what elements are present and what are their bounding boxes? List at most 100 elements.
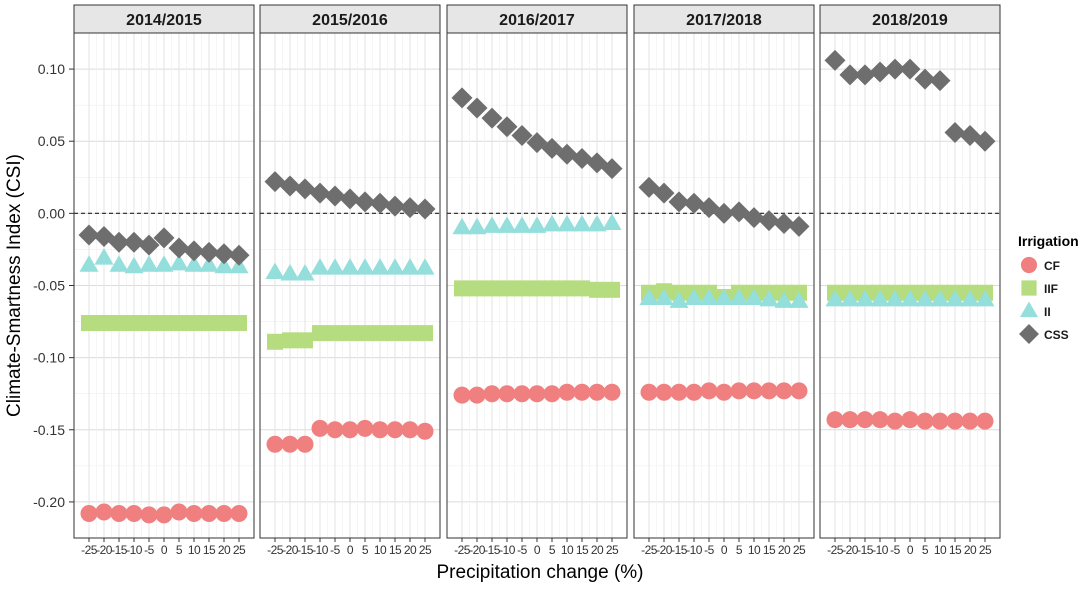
data-point-cf [916, 412, 934, 430]
data-point-css [496, 116, 518, 138]
x-tick-label: 0 [347, 543, 354, 557]
data-point-cf [513, 385, 531, 403]
data-point-css [556, 143, 578, 165]
y-tick-label: 0.10 [38, 61, 65, 77]
data-point-cf [483, 385, 501, 403]
legend-key-cf [1020, 256, 1038, 274]
data-point-css [884, 58, 906, 80]
x-tick-label: -15 [484, 543, 501, 557]
data-point-css [183, 240, 205, 262]
data-point-cf [296, 435, 314, 453]
data-point-ii [587, 214, 607, 232]
facet-title: 2017/2018 [686, 12, 762, 29]
x-tick-label: 20 [218, 543, 231, 557]
data-point-ii [325, 258, 345, 275]
x-tick-label: -25 [454, 543, 471, 557]
data-point-ii [169, 253, 189, 271]
x-tick-label: -15 [857, 543, 874, 557]
x-tick-label: -5 [330, 543, 340, 557]
data-point-iif [357, 325, 373, 342]
data-point-iif [297, 332, 313, 349]
legend-label-css: CSS [1044, 328, 1069, 342]
data-point-cf [588, 383, 606, 401]
x-tick-label: 0 [161, 543, 168, 557]
data-point-iif [514, 280, 530, 297]
data-point-iif [402, 325, 418, 342]
data-point-cf [281, 435, 299, 453]
data-point-ii [214, 256, 234, 274]
x-tick-label: -5 [890, 543, 900, 557]
data-point-ii [654, 288, 674, 305]
legend-label-cf: CF [1044, 259, 1060, 273]
data-point-cf [760, 382, 778, 400]
data-point-iif [156, 315, 172, 332]
data-point-cf [468, 386, 486, 404]
legend-key-iif [1021, 280, 1037, 296]
data-point-cf [356, 419, 374, 437]
y-tick-label: -0.20 [33, 494, 65, 510]
data-point-cf [946, 412, 964, 430]
data-point-cf [386, 421, 404, 439]
data-point-iif [604, 281, 620, 298]
data-point-ii [512, 216, 532, 233]
facet-title: 2018/2019 [872, 12, 948, 29]
x-tick-label: -20 [469, 543, 486, 557]
x-tick-label: 10 [748, 543, 761, 557]
data-point-ii [639, 288, 659, 305]
data-point-css [213, 243, 235, 265]
data-point-ii [915, 289, 935, 307]
data-point-cf [371, 421, 389, 439]
data-point-css [138, 234, 160, 256]
data-point-ii [400, 258, 420, 275]
data-point-css [294, 178, 316, 200]
data-point-cf [416, 422, 434, 440]
data-point-iif [267, 333, 283, 350]
x-tick-label: 25 [419, 543, 432, 557]
data-point-ii [280, 263, 300, 281]
data-point-cf [670, 383, 688, 401]
data-point-iif [216, 315, 232, 332]
data-point-ii [840, 289, 860, 307]
data-point-css [399, 197, 421, 219]
data-point-css [511, 124, 533, 146]
y-axis-label: Climate-Smartness Index (CSI) [4, 154, 25, 417]
data-point-css [944, 122, 966, 144]
data-point-ii [139, 255, 159, 272]
data-point-ii [744, 288, 764, 305]
data-point-css [974, 130, 996, 152]
data-point-ii [825, 289, 845, 307]
data-point-iif [372, 325, 388, 342]
data-point-cf [140, 506, 158, 524]
data-point-css [354, 191, 376, 213]
data-point-ii [355, 258, 375, 275]
data-point-iif [186, 315, 202, 332]
data-point-cf [170, 503, 188, 521]
data-point-ii [714, 288, 734, 305]
data-point-iif [126, 315, 142, 332]
data-point-ii [310, 258, 330, 275]
data-point-ii [684, 288, 704, 305]
data-point-css [198, 241, 220, 263]
data-point-ii [945, 289, 965, 307]
data-point-iif [171, 315, 187, 332]
data-point-ii [295, 263, 315, 281]
data-point-ii [340, 258, 360, 275]
data-point-ii [79, 255, 99, 272]
data-point-ii [729, 288, 749, 305]
data-point-css [384, 195, 406, 217]
data-point-cf [125, 504, 143, 522]
data-point-cf [856, 411, 874, 429]
data-point-css [758, 210, 780, 232]
x-tick-label: -25 [827, 543, 844, 557]
x-tick-label: -10 [872, 543, 889, 557]
data-point-cf [790, 382, 808, 400]
data-point-ii [870, 289, 890, 307]
data-point-ii [855, 289, 875, 307]
data-point-ii [154, 255, 174, 272]
data-point-iif [96, 315, 112, 332]
x-tick-label: 10 [934, 543, 947, 557]
data-point-cf [775, 382, 793, 400]
data-point-iif [81, 315, 97, 332]
data-point-css [788, 215, 810, 237]
